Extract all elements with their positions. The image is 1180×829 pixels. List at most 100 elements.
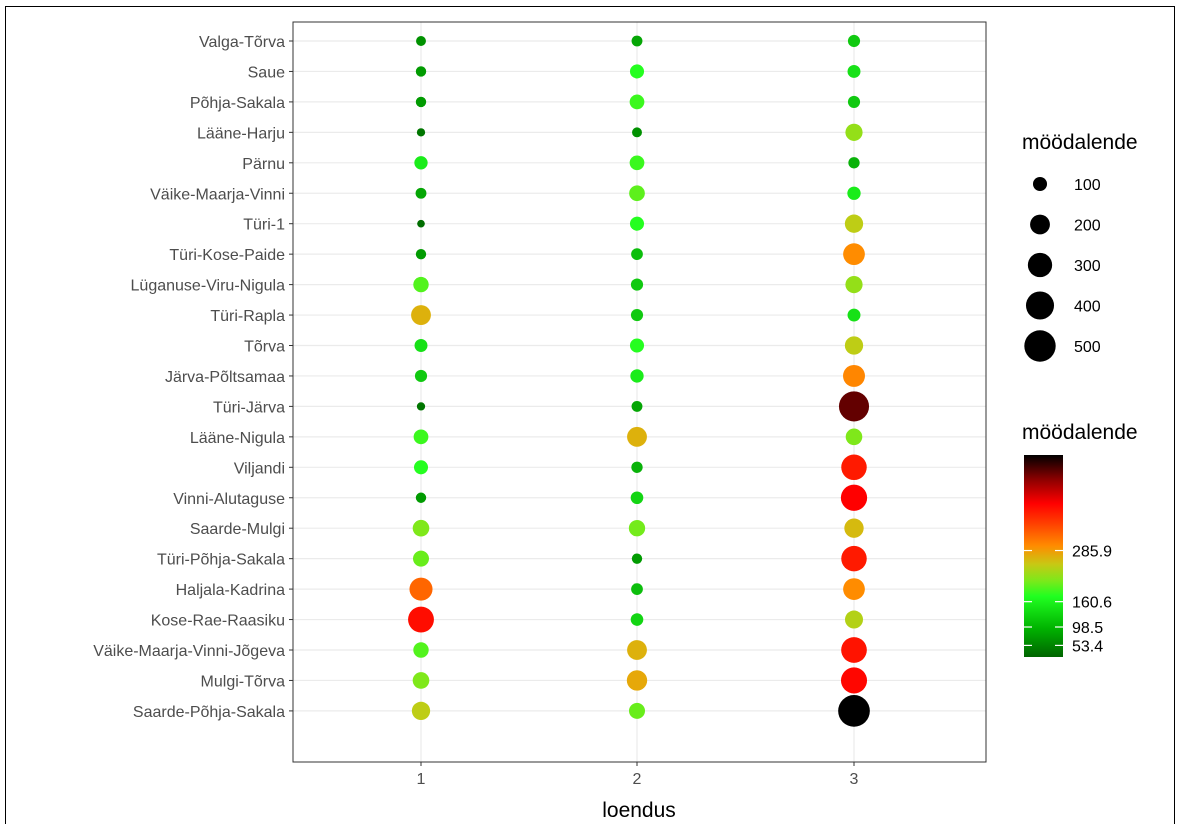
- data-point: [628, 520, 646, 537]
- data-point: [630, 491, 644, 505]
- data-point: [630, 369, 644, 383]
- data-point: [840, 667, 868, 694]
- color-legend-label: 53.4: [1072, 638, 1103, 655]
- data-point: [417, 219, 425, 228]
- data-point: [416, 402, 426, 411]
- y-tick-label: Põhja-Sakala: [190, 95, 285, 112]
- data-point: [845, 428, 863, 446]
- y-tick-label: Türi-Järva: [213, 399, 285, 416]
- data-point: [415, 248, 427, 260]
- data-point: [629, 338, 645, 353]
- data-point: [411, 305, 431, 325]
- color-legend-bar: [1024, 455, 1063, 657]
- size-legend-label: 400: [1074, 299, 1101, 316]
- data-point: [415, 96, 427, 108]
- size-legend-key: [1025, 291, 1055, 320]
- size-legend-key: [1030, 214, 1050, 235]
- data-point: [630, 278, 644, 291]
- data-point: [632, 127, 642, 138]
- data-point: [631, 35, 643, 47]
- color-legend-ticks: 53.498.5 160.6 285.9: [1024, 544, 1112, 655]
- color-legend-label: 98.5: [1072, 620, 1103, 637]
- size-legend-key: [1032, 176, 1048, 192]
- size-legend-key: [1024, 330, 1056, 362]
- data-point: [629, 155, 645, 171]
- data-point: [844, 518, 864, 538]
- data-point: [416, 36, 426, 46]
- data-point: [413, 550, 429, 567]
- size-legend-label: 200: [1074, 218, 1101, 235]
- data-point: [844, 214, 864, 233]
- data-point: [630, 308, 644, 322]
- data-point: [627, 426, 647, 447]
- data-point: [413, 642, 429, 658]
- data-point: [843, 578, 865, 600]
- data-point: [838, 391, 870, 422]
- data-point: [847, 186, 861, 200]
- data-point: [631, 553, 643, 564]
- data-point: [847, 95, 861, 108]
- data-point: [845, 276, 863, 294]
- data-point: [847, 64, 861, 78]
- y-tick-label: Türi-Põhja-Sakala: [157, 552, 285, 569]
- y-tick-label: Saarde-Mulgi: [190, 521, 285, 538]
- data-point: [412, 519, 430, 537]
- y-tick-label: Saue: [248, 64, 285, 81]
- y-tick-label: Pärnu: [242, 156, 285, 173]
- color-legend-label: 160.6: [1072, 595, 1112, 612]
- size-legend: 100 200 300 400 500: [1024, 176, 1101, 362]
- data-point: [841, 545, 867, 572]
- data-point: [847, 34, 861, 48]
- data-point: [629, 702, 645, 719]
- size-legend-label: 100: [1074, 177, 1101, 194]
- data-point: [838, 695, 870, 727]
- y-tick-label: Järva-Põltsamaa: [165, 369, 285, 386]
- x-tick-label: 2: [633, 771, 642, 788]
- x-tick-label: 3: [850, 771, 859, 788]
- y-tick-label: Lääne-Nigula: [190, 430, 285, 447]
- data-point: [629, 94, 645, 110]
- data-point: [626, 670, 648, 691]
- y-tick-label: Viljandi: [234, 460, 285, 477]
- y-tick-label: Valga-Tõrva: [199, 34, 285, 51]
- data-point: [414, 339, 428, 352]
- data-point: [414, 369, 428, 383]
- bubble-chart: Valga-Tõrva Saue Põhja-Sakala Lääne-Harju Pä…: [93, 21, 1138, 822]
- data-point: [629, 216, 645, 231]
- data-point: [844, 336, 864, 355]
- data-point: [408, 606, 434, 633]
- data-point: [629, 185, 645, 202]
- data-point: [627, 640, 647, 660]
- color-legend-title: möödalende: [1022, 421, 1138, 444]
- data-point: [629, 64, 645, 79]
- data-point: [631, 400, 643, 412]
- data-point: [848, 157, 860, 169]
- data-point: [415, 492, 427, 503]
- x-tick-label: 1: [417, 771, 426, 788]
- y-tick-label: Väike-Maarja-Vinni-Jõgeva: [93, 643, 285, 660]
- data-point: [412, 672, 430, 689]
- panel-border: [292, 21, 987, 763]
- data-point: [841, 637, 867, 663]
- y-tick-labels: Valga-Tõrva Saue Põhja-Sakala Lääne-Harju Pä…: [93, 34, 293, 721]
- data-point: [841, 454, 867, 481]
- data-point: [630, 613, 644, 626]
- data-point: [411, 701, 431, 721]
- y-tick-label: Tõrva: [244, 339, 285, 356]
- y-tick-label: Lüganuse-Viru-Nigula: [131, 278, 286, 295]
- data-point: [415, 66, 427, 77]
- color-legend-label: 285.9: [1072, 544, 1112, 561]
- figure-frame: Valga-Tõrva Saue Põhja-Sakala Lääne-Harju Pä…: [5, 6, 1175, 824]
- size-legend-label: 300: [1074, 258, 1101, 275]
- x-tick-labels: 1 2 3: [417, 762, 859, 788]
- data-point: [631, 248, 643, 261]
- y-tick-label: Haljala-Kadrina: [176, 582, 285, 599]
- x-axis-title: loendus: [602, 799, 676, 822]
- y-tick-label: Türi-1: [243, 217, 285, 234]
- data-point: [413, 460, 429, 475]
- data-point: [845, 123, 863, 141]
- y-tick-label: Türi-Kose-Paide: [169, 247, 285, 264]
- data-point: [843, 364, 865, 387]
- y-tick-label: Mulgi-Tõrva: [201, 673, 286, 690]
- y-tick-label: Kose-Rae-Raasiku: [151, 613, 285, 630]
